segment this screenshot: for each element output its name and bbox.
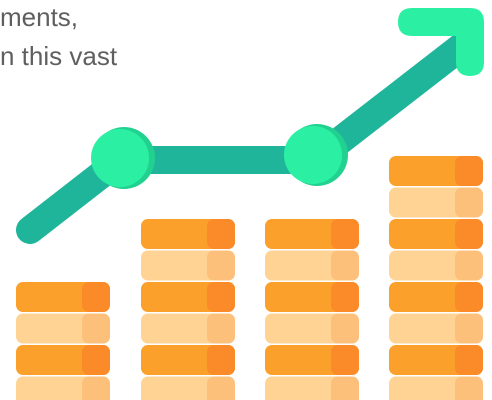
coin: [389, 282, 483, 312]
coin-stack-3: [265, 219, 359, 400]
coin: [141, 219, 235, 249]
coin: [389, 313, 483, 344]
coin-stack-4: [389, 156, 483, 400]
coin: [141, 250, 235, 281]
coin: [16, 282, 110, 312]
coin: [141, 345, 235, 375]
coin: [16, 345, 110, 375]
coin: [265, 376, 359, 400]
coin: [265, 282, 359, 312]
trend-arrow-head: [398, 8, 484, 76]
coin: [389, 345, 483, 375]
coin: [389, 219, 483, 249]
trend-arrow-line: [16, 26, 484, 244]
coin: [16, 313, 110, 344]
trend-arrow: [16, 8, 484, 244]
coin: [141, 313, 235, 344]
coin: [389, 156, 483, 186]
trend-node-2: [284, 124, 348, 186]
coin: [265, 219, 359, 249]
caption-text-line-1: ments,: [0, 2, 79, 32]
coin-stacks: [16, 156, 483, 400]
coin: [389, 376, 483, 400]
coin-stack-2: [141, 219, 235, 400]
trend-node-1: [91, 127, 155, 189]
coin: [389, 187, 483, 218]
coin: [389, 250, 483, 281]
coin: [265, 250, 359, 281]
coin: [16, 376, 110, 400]
coin: [265, 345, 359, 375]
caption-text-line-2: n this vast: [0, 41, 118, 71]
coin: [141, 376, 235, 400]
coin: [141, 282, 235, 312]
coin: [265, 313, 359, 344]
coin-stack-1: [16, 282, 110, 400]
